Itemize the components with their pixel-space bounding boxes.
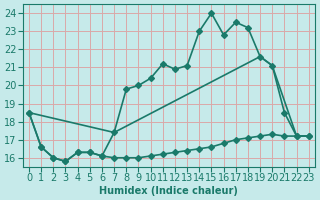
X-axis label: Humidex (Indice chaleur): Humidex (Indice chaleur) bbox=[100, 186, 238, 196]
